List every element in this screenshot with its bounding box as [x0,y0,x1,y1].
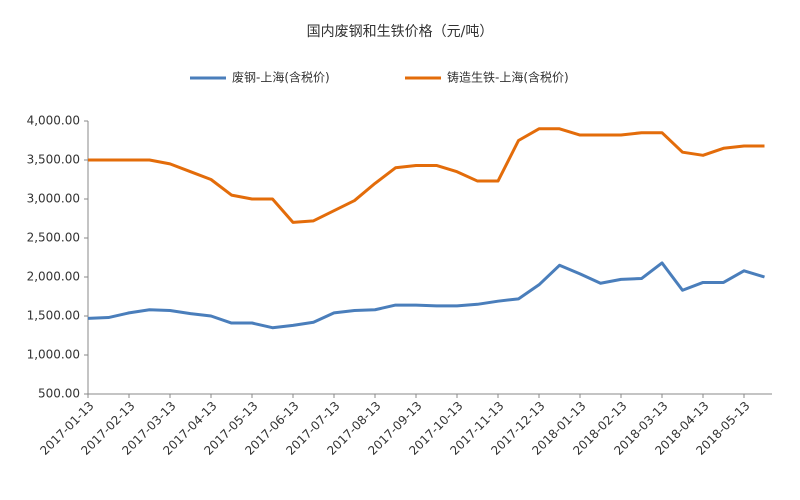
y-tick-label: 1,500.00 [27,309,80,323]
y-tick-label: 500.00 [38,387,80,401]
legend-label: 铸造生铁-上海(含税价) [447,70,569,85]
y-tick-label: 2,000.00 [27,270,80,284]
y-tick-label: 3,500.00 [27,153,80,167]
chart-title: 国内废钢和生铁价格（元/吨） [307,24,494,40]
y-tick-label: 2,500.00 [27,231,80,245]
y-tick-label: 4,000.00 [27,114,80,128]
series-line [87,261,765,330]
y-tick-label: 3,000.00 [27,192,80,206]
series-line [88,127,765,224]
legend-label: 废钢-上海(含税价) [232,70,330,85]
y-tick-label: 1,000.00 [27,348,80,362]
